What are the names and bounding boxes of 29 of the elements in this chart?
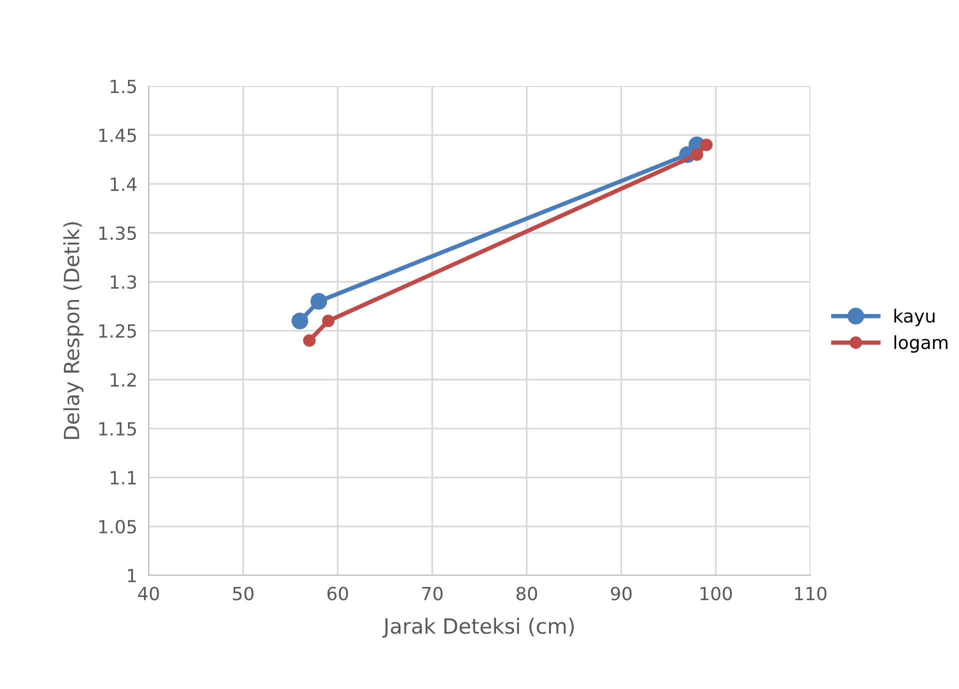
- y-tick-label: 1.5: [110, 80, 136, 94]
- y-tick-label: 1.2: [110, 373, 136, 386]
- x-tick-label: 110: [795, 586, 826, 600]
- x-tick-label: 80: [516, 586, 538, 600]
- point: [690, 148, 704, 161]
- legend-label: logam: [894, 335, 948, 353]
- point: [303, 334, 316, 347]
- y-tick-label: 1: [128, 569, 136, 582]
- x-tick-label: 40: [138, 586, 159, 600]
- x-tick-label: 70: [422, 586, 443, 600]
- x-tick-label: 100: [700, 586, 732, 600]
- point: [310, 293, 328, 310]
- y-tick-label: 1.15: [99, 422, 136, 436]
- y-tick-label: 1.25: [99, 324, 136, 338]
- point: [700, 138, 713, 152]
- x-tick-label: 50: [233, 586, 254, 600]
- legend-label: kayu: [894, 308, 934, 326]
- x-axis-title: Jarak Deteksi (cm): [382, 618, 574, 638]
- x-tick-label: 90: [610, 586, 632, 600]
- x-tick-label: 60: [327, 586, 348, 600]
- point: [322, 314, 334, 328]
- y-tick-label: 1.45: [99, 128, 136, 142]
- y-tick-label: 1.3: [110, 275, 136, 289]
- point: [292, 312, 308, 330]
- y-tick-label: 1.05: [99, 520, 136, 534]
- y-tick-label: 1.35: [99, 226, 136, 240]
- y-tick-label: 1.1: [110, 471, 136, 484]
- y-axis-title: Delay Respon (Detik): [63, 222, 84, 439]
- y-tick-label: 1.4: [110, 178, 137, 191]
